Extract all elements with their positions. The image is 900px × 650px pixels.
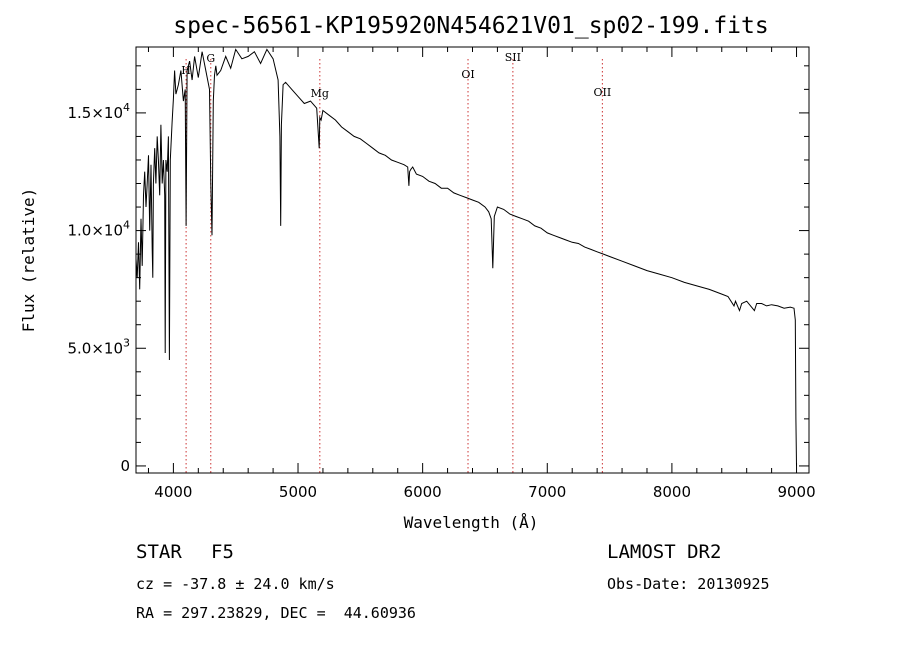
- axis-ticks: 4000 5000 6000 7000 8000 9000 0 5.0×103 1.0×104 1…: [67, 47, 816, 501]
- x-tick-label: 7000: [528, 483, 566, 501]
- line-marker-label: Mg: [311, 87, 329, 100]
- line-marker-label: OI: [461, 68, 474, 81]
- chart-title: spec-56561-KP195920N454621V01_sp02-199.f…: [173, 13, 768, 39]
- y-axis-label: Flux (relative): [19, 188, 38, 333]
- line-marker-label: G: [206, 52, 215, 65]
- x-axis-label: Wavelength (Å): [404, 513, 539, 532]
- line-marker-label: H: [181, 64, 191, 77]
- y-tick-label: 5.0×103: [67, 336, 130, 357]
- x-tick-label: 6000: [404, 483, 442, 501]
- line-marker-label: SII: [505, 51, 521, 64]
- x-tick-label: 5000: [279, 483, 317, 501]
- y-tick-label: 1.5×104: [67, 101, 130, 122]
- coordinates-text: RA = 297.23829, DEC = 44.60936: [136, 604, 416, 622]
- subclass: F5: [211, 541, 234, 563]
- survey-name: LAMOST DR2: [607, 541, 722, 563]
- x-tick-label: 9000: [777, 483, 815, 501]
- x-tick-label: 4000: [154, 483, 192, 501]
- redshift-text: cz = -37.8 ± 24.0 km/s: [136, 575, 335, 593]
- x-tick-label: 8000: [653, 483, 691, 501]
- line-marker-label: OII: [594, 86, 612, 99]
- object-class: STAR: [136, 541, 182, 563]
- y-tick-label: 0: [120, 457, 130, 475]
- line-markers: H G Mg OI SII OII: [181, 51, 611, 473]
- spectrum-line: [135, 48, 797, 466]
- plot-frame: [135, 46, 810, 474]
- obs-date: Obs-Date: 20130925: [607, 575, 770, 593]
- y-tick-label: 1.0×104: [67, 219, 130, 240]
